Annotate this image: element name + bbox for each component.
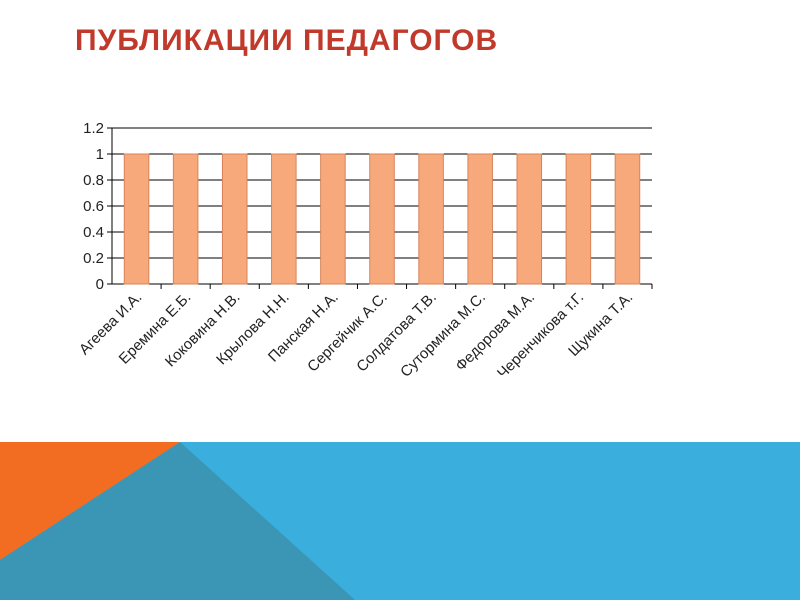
y-tick-label: 0.6 (83, 198, 104, 215)
bar (369, 153, 395, 285)
slide-title: ПУБЛИКАЦИИ ПЕДАГОГОВ (75, 24, 499, 57)
bar (320, 153, 346, 285)
y-tick-label: 0.2 (83, 250, 104, 267)
bar (221, 153, 248, 285)
bar (565, 153, 592, 285)
bar (516, 153, 543, 285)
y-tick-label: 1 (96, 146, 104, 163)
y-tick-label: 0.8 (83, 172, 104, 189)
footer-teal-triangle (0, 442, 355, 600)
bar (467, 153, 493, 285)
bar (614, 153, 641, 285)
y-tick-label: 1.2 (83, 120, 104, 137)
bar (271, 153, 297, 285)
y-tick-label: 0.4 (83, 224, 104, 241)
bar (172, 153, 199, 285)
y-tick-label: 0 (96, 276, 104, 293)
bar (123, 153, 150, 285)
bar (418, 153, 444, 285)
